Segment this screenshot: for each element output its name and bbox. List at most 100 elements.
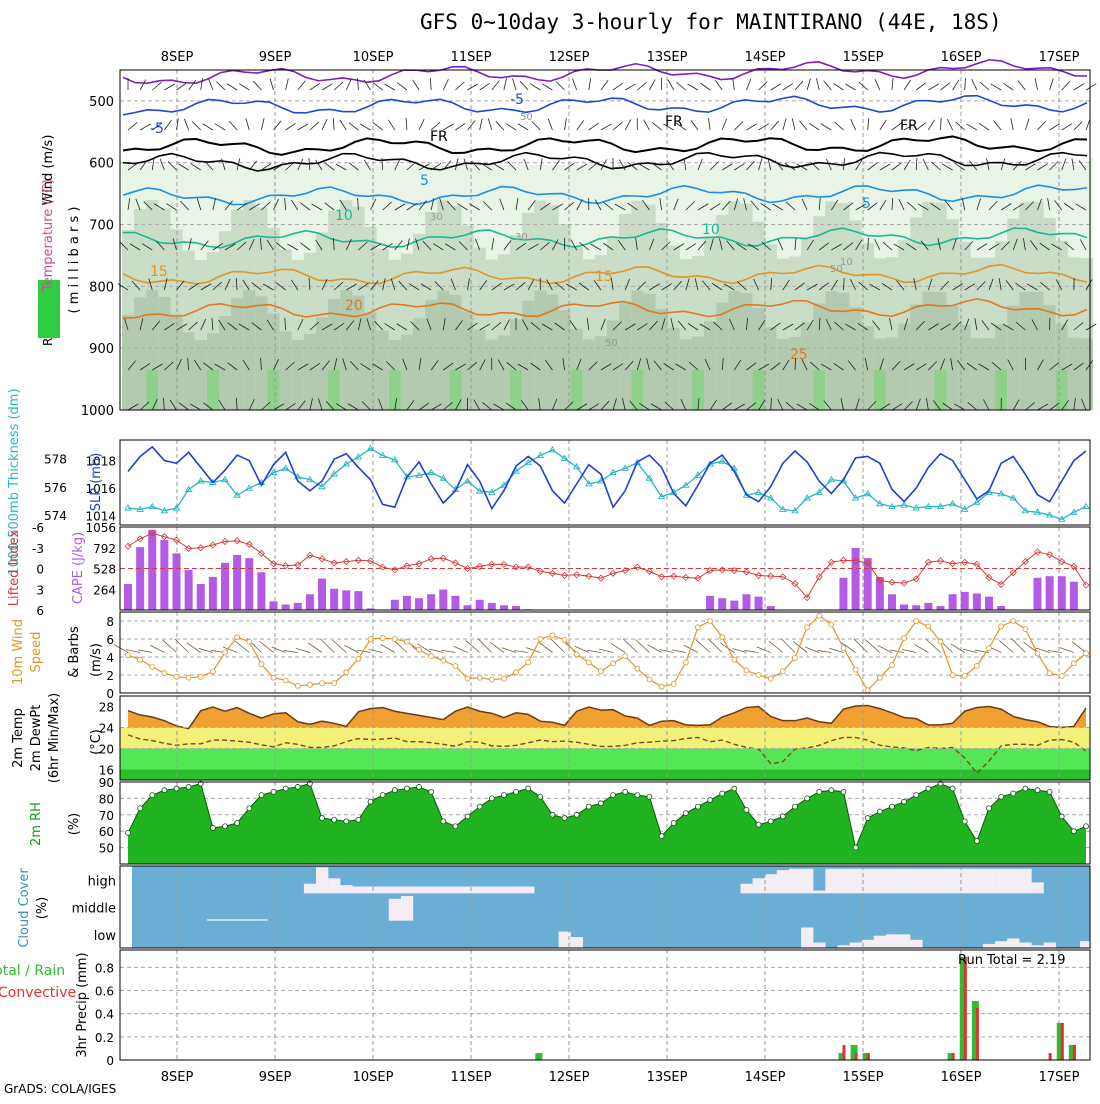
rh-shade-90 — [874, 370, 887, 410]
rh2m-marker — [635, 793, 640, 798]
cloud-bar-high — [474, 887, 486, 894]
cape-bar — [391, 600, 399, 610]
wind-speed-marker — [501, 676, 506, 681]
wind-speed-marker — [853, 667, 858, 672]
rh-shade-90 — [510, 370, 523, 410]
contour-label: 50 — [605, 338, 618, 349]
rh2m-marker — [768, 819, 773, 824]
cape-bar — [342, 590, 350, 610]
rh-shade-90 — [449, 370, 462, 410]
wind-tick: 6 — [106, 633, 114, 647]
wind-speed-marker — [477, 675, 482, 680]
rh2m-marker — [526, 786, 531, 791]
cape-bar — [451, 596, 459, 610]
wind-speed-marker — [671, 682, 676, 687]
cloud-bar-middle — [389, 899, 401, 921]
cape-bar — [282, 604, 290, 610]
wind-10m-barb — [587, 650, 601, 652]
cloud-bar-low-late — [1044, 943, 1056, 948]
precip-conv-bar — [1061, 1023, 1064, 1060]
rh-shade-70 — [862, 326, 875, 410]
cloud-bar-high — [401, 887, 413, 894]
wind-10m-barb — [199, 648, 213, 652]
cape-bar — [1033, 578, 1041, 610]
cape-bar — [985, 597, 993, 610]
rh2m-marker — [805, 796, 810, 801]
wind-speed-marker — [562, 637, 567, 642]
rh2m-marker — [223, 824, 228, 829]
cape-bar — [767, 606, 775, 610]
cape-bar — [755, 597, 763, 610]
slp-label: SLP (mb) — [89, 453, 104, 512]
cloud-bar-low-late — [910, 940, 922, 948]
rh-shade-70 — [971, 338, 984, 410]
cape-bar — [427, 594, 435, 610]
wind-10m-barb — [781, 639, 795, 653]
cape-bar — [961, 592, 969, 610]
cape-tick: 264 — [93, 583, 116, 597]
date-tick-top: 9SEP — [259, 50, 292, 65]
wind-speed-marker — [392, 637, 397, 642]
contour-label: FR — [665, 114, 683, 130]
cloud-bar-high — [947, 869, 959, 894]
wind-10m-barb — [466, 641, 480, 653]
wind-10m-barb — [866, 640, 880, 652]
grads-credit: GrADS: COLA/IGES — [4, 1082, 116, 1096]
wind-speed-marker — [489, 677, 494, 682]
cape-bar — [876, 577, 884, 610]
cloud-label: Cloud Cover — [17, 868, 32, 948]
cloud-bar-low-late — [850, 943, 862, 948]
thickness-tick: 574 — [44, 509, 67, 523]
rh-shade-70 — [437, 290, 450, 410]
wind-speed-marker — [768, 676, 773, 681]
contour-label: 30 — [515, 232, 528, 243]
contour-label: 5 — [862, 196, 871, 212]
rh2m-marker — [756, 822, 761, 827]
date-tick-bottom: 11SEP — [451, 1070, 492, 1085]
wind-speed-marker — [683, 660, 688, 665]
cape-bar — [245, 558, 253, 610]
wind-speed-marker — [865, 688, 870, 693]
cloud-bar-low-late — [1019, 943, 1031, 948]
cloud-bar-high — [886, 869, 898, 894]
wind-speed-marker — [986, 646, 991, 651]
wind-speed-marker — [744, 668, 749, 673]
cloud-label-unit: (%) — [35, 897, 50, 920]
precip-tick: 0.6 — [95, 985, 114, 999]
li-tick: 6 — [36, 604, 44, 618]
date-tick-top: 14SEP — [745, 50, 786, 65]
cloud-bar-high — [910, 869, 922, 894]
cloud-bar-low — [813, 943, 825, 948]
precip-label-total: Total / Rain — [0, 963, 65, 979]
wind-speed-marker — [841, 646, 846, 651]
rh-shade-70 — [401, 335, 414, 410]
rh2m-marker — [914, 793, 919, 798]
wind-10m-barb — [126, 650, 140, 653]
wind-10m-barb — [951, 644, 965, 653]
wind-10m-barb — [296, 648, 310, 652]
cloud-bar-high — [1007, 869, 1019, 894]
cloud-bar-high — [352, 887, 364, 894]
cloud-bar-high — [462, 887, 474, 894]
cape-bar — [924, 603, 932, 610]
precip-conv-bar — [855, 1053, 858, 1060]
cloud-bar-high — [971, 869, 983, 894]
rh2m-marker — [950, 786, 955, 791]
wind-10m-barb — [187, 643, 201, 653]
wind-speed-marker — [756, 673, 761, 678]
rh2m-marker — [550, 812, 555, 817]
contour-label: -5 — [510, 92, 524, 108]
cloud-bar-high — [934, 869, 946, 894]
slp-line — [128, 447, 1086, 509]
pressure-tick: 700 — [89, 219, 114, 234]
cape-bar — [318, 579, 326, 610]
cloud-bar-high — [316, 867, 328, 893]
wind-speed-marker — [271, 675, 276, 680]
cape-bar — [148, 530, 156, 610]
li-tick: 0 — [36, 563, 44, 577]
rh2m-tick: 80 — [99, 792, 114, 806]
date-tick-bottom: 9SEP — [259, 1070, 292, 1085]
cloud-bar-high — [425, 887, 437, 894]
cloud-bar-low-late — [995, 941, 1007, 948]
